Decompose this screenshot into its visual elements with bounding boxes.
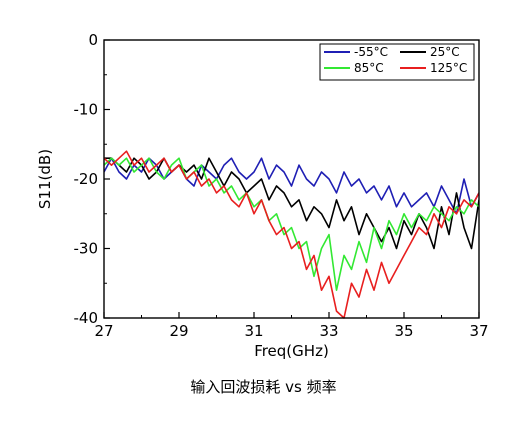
y-tick-label-0: 0 xyxy=(88,31,98,49)
y-tick-label-2: -20 xyxy=(74,170,99,188)
x-tick-label-4: 35 xyxy=(394,322,413,340)
x-tick-label-5: 37 xyxy=(469,322,488,340)
x-tick-label-0: 27 xyxy=(94,322,113,340)
y-tick-label-4: -40 xyxy=(74,309,99,327)
y-axis-title: S11(dB) xyxy=(36,149,54,209)
legend-label-0: -55°C xyxy=(354,45,388,59)
legend-label-3: 125°C xyxy=(430,61,467,75)
series-line-3 xyxy=(104,150,479,319)
plot-area xyxy=(104,150,479,319)
axes: 27 29 31 33 35 37 0 -10 -20 -30 -40 Freq(GHz) S11(dB… xyxy=(36,31,489,360)
chart: 27 29 31 33 35 37 0 -10 -20 -30 -40 Freq(GHz) S11(dB… xyxy=(36,31,489,360)
plot-frame xyxy=(103,39,480,319)
legend-box xyxy=(319,43,475,81)
x-tick-label-3: 33 xyxy=(319,322,338,340)
series-line-0 xyxy=(104,157,479,215)
x-axis-title: Freq(GHz) xyxy=(254,342,329,360)
x-tick-label-2: 31 xyxy=(244,322,263,340)
x-tick-label-1: 29 xyxy=(169,322,188,340)
y-tick-label-1: -10 xyxy=(74,101,99,119)
legend: -55°C 25°C 85°C 125°C xyxy=(319,43,475,81)
y-tick-label-3: -30 xyxy=(74,240,99,258)
legend-label-2: 85°C xyxy=(354,61,384,75)
legend-label-1: 25°C xyxy=(430,45,460,59)
series-line-2 xyxy=(104,157,479,292)
figure-caption: 输入回波损耗 vs 频率 xyxy=(190,378,337,396)
